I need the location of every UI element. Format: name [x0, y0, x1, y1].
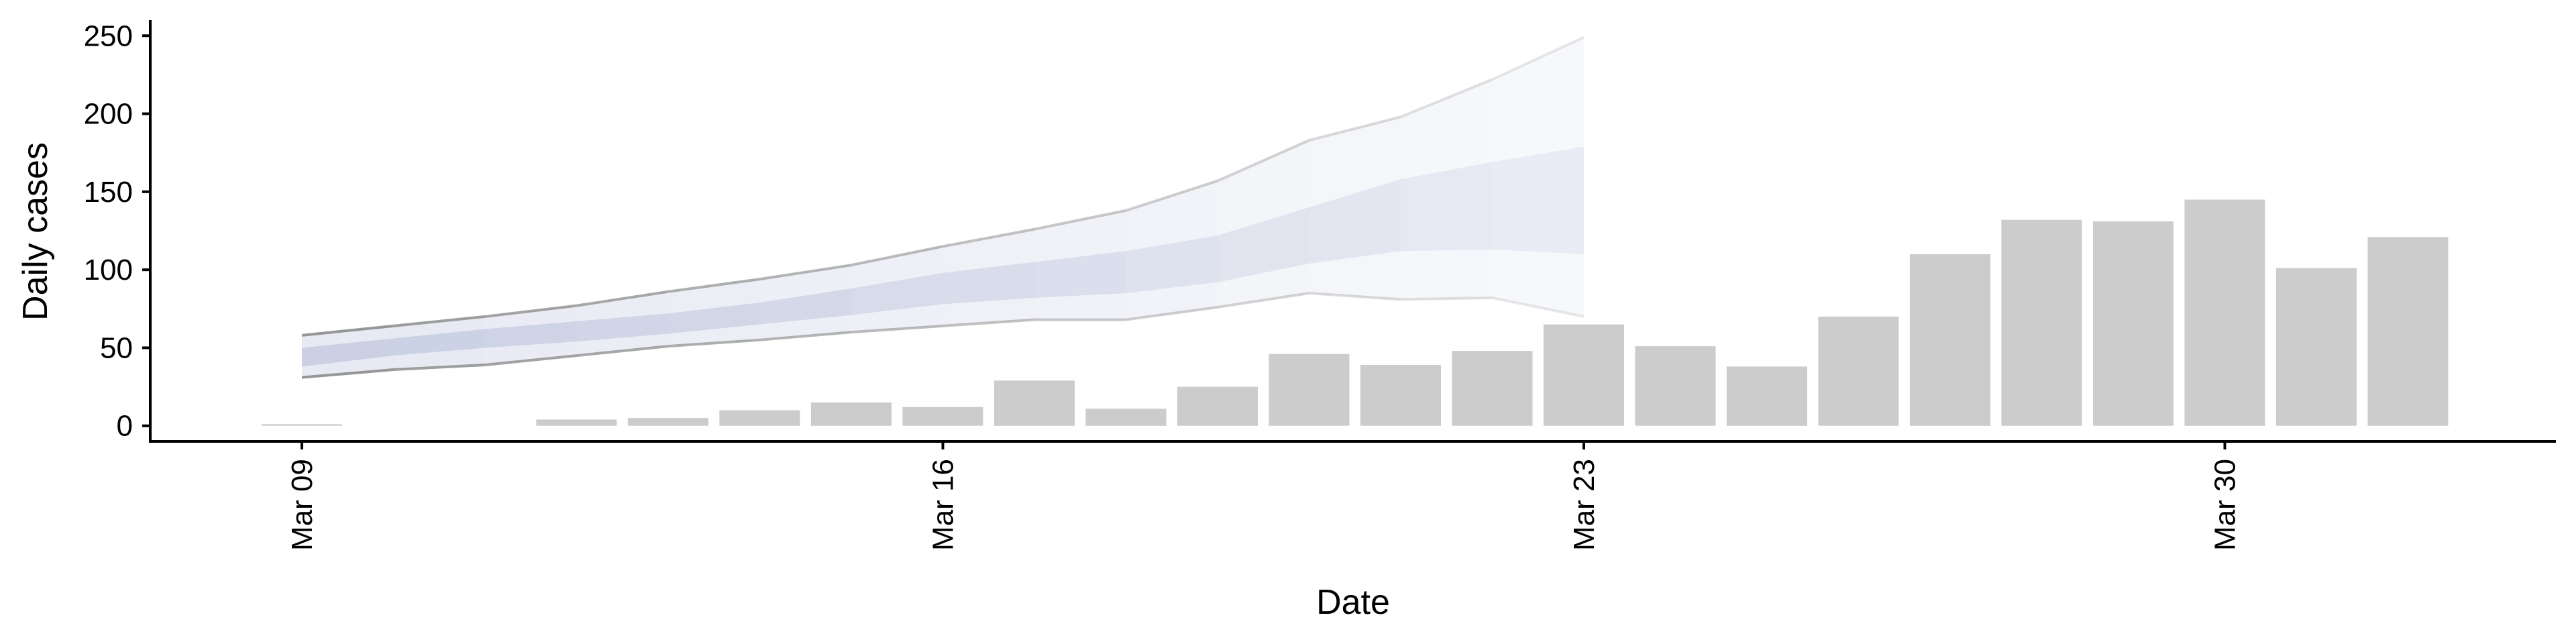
y-tick-label-50: 50	[100, 331, 133, 364]
band-1-segment-2	[485, 321, 577, 348]
band-0-lower-edge-1	[393, 364, 486, 372]
band-0-segment-13	[1492, 37, 1584, 317]
band-0-lower-edge-13	[1492, 297, 1585, 318]
bar-2020-03-13	[627, 418, 708, 426]
bar-series	[261, 199, 2449, 426]
band-1-segment-1	[393, 329, 485, 356]
bar-2020-04-01	[2367, 237, 2449, 426]
bar-2020-03-20	[1269, 354, 1350, 426]
band-1-segment-6	[851, 272, 943, 315]
band-0-upper-edge-8	[1034, 209, 1126, 231]
bar-2020-03-09	[261, 424, 342, 426]
bar-2020-03-12	[536, 419, 617, 426]
x-axis-title: Date	[1316, 583, 1390, 622]
y-tick-label-250: 250	[84, 19, 133, 52]
band-0-lower-edge-9	[1126, 305, 1218, 321]
bar-2020-03-31	[2275, 268, 2357, 426]
band-0-upper-edge-13	[1491, 36, 1585, 81]
band-0-lower-edge-12	[1400, 297, 1493, 301]
band-0-lower-edge-5	[759, 331, 852, 341]
band-0-upper-edge-6	[851, 245, 943, 267]
band-0-upper-edge-7	[943, 227, 1035, 248]
y-tick-label-0: 0	[117, 410, 133, 443]
x-tick-label-2020-03-16: Mar 16	[927, 459, 960, 551]
bar-2020-03-25	[1726, 366, 1807, 426]
band-1-segment-12	[1401, 162, 1493, 252]
y-axis-title: Daily cases	[16, 142, 55, 321]
bar-2020-03-15	[810, 402, 892, 426]
band-0-segment-12	[1401, 79, 1493, 300]
band-1-segment-4	[668, 302, 760, 334]
band-1-segment-3	[576, 313, 668, 342]
band-0-lower-edge-10	[1217, 292, 1309, 309]
bar-2020-03-17	[994, 380, 1075, 426]
bar-2020-03-30	[2184, 199, 2265, 426]
bar-2020-03-27	[1909, 254, 1990, 426]
y-tick-label-100: 100	[84, 254, 133, 286]
band-1-segment-0	[302, 338, 394, 367]
band-0-upper-edge-11	[1309, 115, 1401, 142]
x-tick-label-2020-03-09: Mar 09	[286, 459, 319, 551]
projection-bands	[301, 36, 1585, 379]
y-tick-label-150: 150	[84, 176, 133, 209]
band-0-segment-10	[1218, 140, 1309, 307]
band-1-segment-11	[1309, 179, 1401, 264]
band-0-upper-edge-0	[301, 324, 394, 337]
bar-2020-03-24	[1635, 346, 1716, 426]
bar-2020-03-19	[1177, 386, 1258, 426]
bar-2020-03-22	[1452, 351, 1533, 426]
bar-2020-03-21	[1360, 365, 1441, 426]
band-0-upper-edge-1	[393, 315, 486, 327]
bar-2020-03-14	[719, 410, 800, 426]
bar-2020-03-28	[2001, 219, 2082, 426]
band-0-upper-edge-4	[667, 278, 760, 293]
band-1-segment-10	[1218, 207, 1309, 282]
bar-2020-03-26	[1818, 316, 1899, 426]
x-tick-label-2020-03-30: Mar 30	[2209, 459, 2242, 551]
band-0-upper-edge-2	[484, 304, 577, 318]
band-0-lower-edge-3	[576, 345, 669, 358]
bar-2020-03-16	[902, 407, 983, 426]
x-tick-label-2020-03-23: Mar 23	[1568, 459, 1601, 551]
band-1-segment-7	[943, 262, 1034, 305]
band-0-upper-edge-9	[1125, 179, 1218, 212]
band-0-upper-edge-12	[1400, 78, 1493, 119]
band-0-lower-edge-4	[667, 338, 760, 348]
band-1-segment-13	[1492, 146, 1584, 254]
band-0-lower-edge-7	[943, 318, 1035, 327]
bar-2020-03-23	[1543, 324, 1624, 426]
band-0-upper-edge-10	[1217, 139, 1310, 182]
band-0-lower-edge-11	[1309, 292, 1401, 301]
band-1-segment-8	[1034, 251, 1126, 299]
band-1-segment-5	[759, 288, 851, 325]
axes: 0 50 100 150 200 250 Mar 09 Mar 16 Mar 23 Mar 30	[84, 19, 2556, 551]
band-0-segment-11	[1309, 117, 1401, 300]
y-tick-label-200: 200	[84, 98, 133, 131]
band-1-segment-9	[1126, 235, 1218, 294]
band-0-upper-edge-3	[576, 290, 669, 307]
band-0-lower-edge-6	[851, 324, 943, 334]
band-0-upper-edge-5	[759, 264, 852, 281]
bar-2020-03-18	[1085, 409, 1167, 426]
bar-2020-03-29	[2092, 221, 2174, 426]
band-0-lower-edge-2	[484, 354, 577, 367]
band-0-lower-edge-0	[301, 368, 394, 379]
